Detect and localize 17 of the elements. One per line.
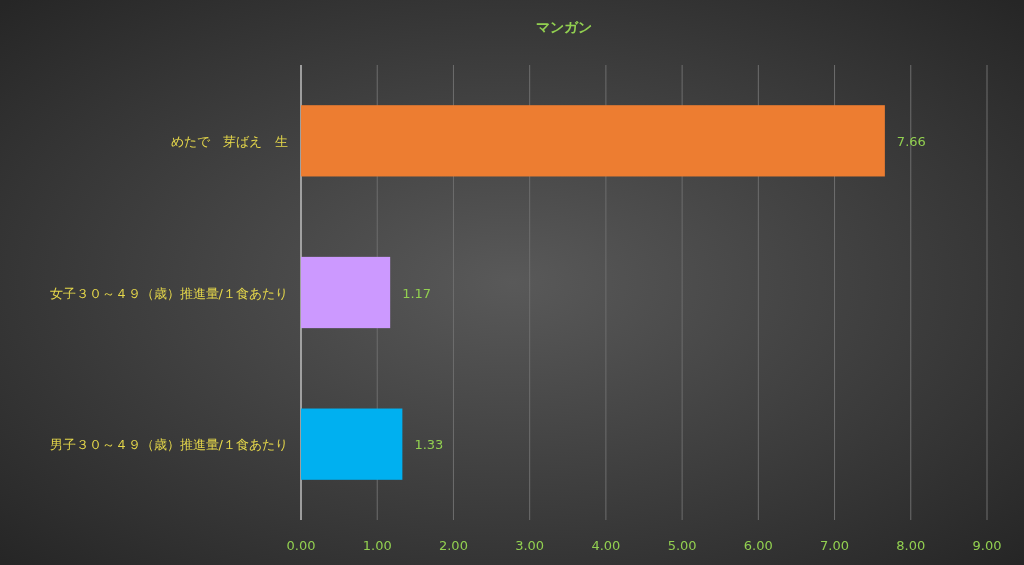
x-tick-label: 4.00 (591, 538, 621, 553)
x-tick-label: 1.00 (362, 538, 392, 553)
x-tick-label: 2.00 (438, 538, 468, 553)
data-label: 1.17 (402, 285, 432, 301)
x-tick-label: 6.00 (743, 538, 773, 553)
chart-title: マンガン (536, 19, 592, 35)
y-tick-label: 男子３０～４９（歳）推進量/１食あたり (49, 437, 288, 453)
x-tick-label: 5.00 (667, 538, 697, 553)
x-tick-label: 7.00 (820, 538, 850, 553)
data-label: 7.66 (896, 133, 926, 149)
y-tick-label: めたで 芽ばえ 生 (171, 133, 288, 149)
x-tick-label: 0.00 (286, 538, 316, 553)
y-tick-label: 女子３０～４９（歳）推進量/１食あたり (49, 285, 288, 301)
x-tick-label: 3.00 (515, 538, 545, 553)
data-label: 1.33 (414, 437, 444, 453)
x-tick-label: 8.00 (896, 538, 926, 553)
x-tick-label: 9.00 (972, 538, 1002, 553)
